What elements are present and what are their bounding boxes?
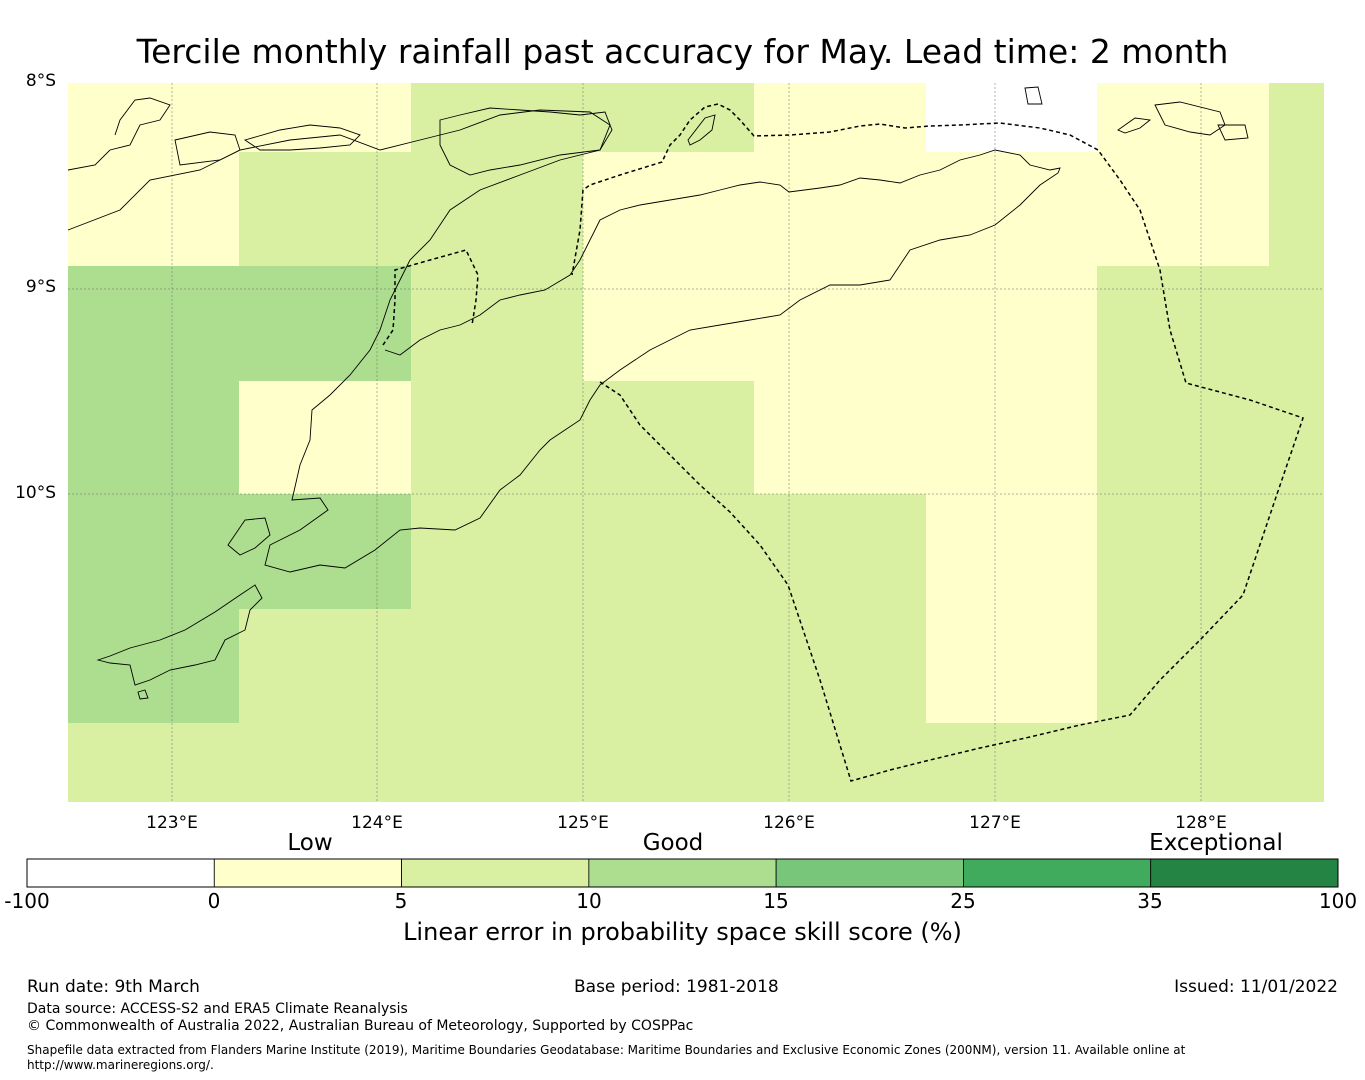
lat-label-10s: 10°S	[15, 483, 56, 503]
colorbar-category-exceptional: Exceptional	[1149, 830, 1283, 856]
eez-boundary-east	[571, 103, 1304, 782]
colorbar-tick: 10	[576, 889, 602, 913]
graticule	[68, 83, 1324, 802]
issued-date: Issued: 11/01/2022	[1174, 977, 1338, 997]
colorbar-segment	[401, 858, 590, 888]
skill-map	[67, 83, 1324, 802]
low-skill-cells	[68, 83, 1269, 723]
lon-label-125e: 125°E	[557, 813, 609, 833]
colorbar-segment	[775, 858, 964, 888]
lat-label-8s: 8°S	[25, 71, 56, 91]
run-date: Run date: 9th March	[27, 977, 200, 997]
data-source: Data source: ACCESS-S2 and ERA5 Climate …	[27, 1001, 408, 1017]
colorbar-segment	[26, 858, 215, 888]
coastlines	[67, 86, 1249, 700]
base-period: Base period: 1981-2018	[574, 977, 779, 997]
colorbar-segment	[588, 858, 777, 888]
chart-title: Tercile monthly rainfall past accuracy f…	[136, 32, 1229, 71]
colorbar-label: Linear error in probability space skill …	[403, 918, 962, 946]
north-islands-coast	[67, 97, 171, 171]
lon-label-126e: 126°E	[763, 813, 815, 833]
colorbar-tick: 35	[1137, 889, 1163, 913]
colorbar-tick: 100	[1318, 889, 1358, 913]
maritime-boundaries	[382, 103, 1304, 782]
lon-label-123e: 123°E	[146, 813, 198, 833]
lon-label-124e: 124°E	[351, 813, 403, 833]
colorbar-category-low: Low	[287, 830, 333, 856]
colorbar-tick: 5	[394, 889, 408, 913]
colorbar-tick: 0	[207, 889, 221, 913]
shapefile-credit-line2: http://www.marineregions.org/.	[27, 1058, 214, 1072]
colorbar-tick: 15	[763, 889, 789, 913]
oecusse-boundary	[382, 249, 479, 346]
colorbar-tick: 25	[950, 889, 976, 913]
shapefile-credit: Shapefile data extracted from Flanders M…	[27, 1043, 1185, 1073]
lat-label-9s: 9°S	[25, 277, 56, 297]
good-skill-cells	[68, 266, 411, 723]
no-skill-cell	[926, 83, 1097, 152]
colorbar-tick: -100	[4, 889, 50, 913]
colorbar-segment	[963, 858, 1152, 888]
lon-label-128e: 128°E	[1175, 813, 1227, 833]
timor-island-coast	[67, 109, 1061, 573]
colorbar	[26, 858, 1339, 888]
colorbar-segment	[1150, 858, 1339, 888]
colorbar-category-good: Good	[642, 830, 704, 856]
copyright: © Commonwealth of Australia 2022, Austra…	[27, 1018, 694, 1034]
colorbar-outline	[26, 858, 1339, 888]
lon-label-127e: 127°E	[969, 813, 1021, 833]
colorbar-segment	[213, 858, 402, 888]
shapefile-credit-line1: Shapefile data extracted from Flanders M…	[27, 1043, 1186, 1057]
